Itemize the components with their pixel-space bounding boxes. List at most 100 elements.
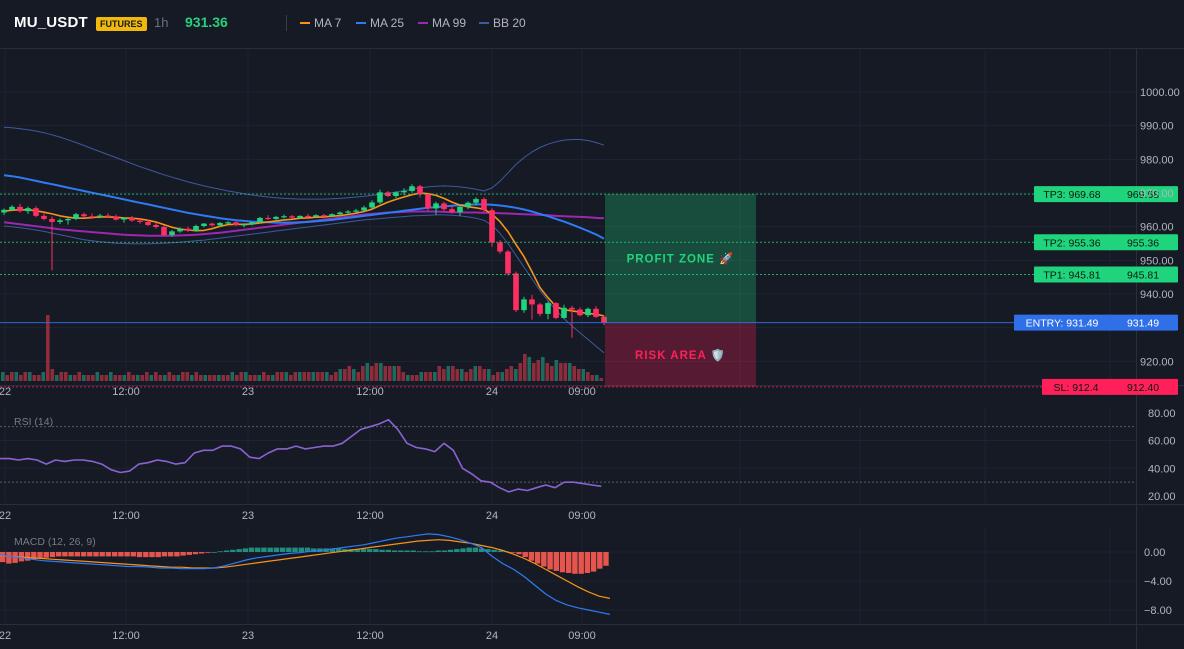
volume-bar xyxy=(59,372,64,381)
level-dash: - xyxy=(1102,237,1106,249)
price-axis-tick: 970.00 xyxy=(1140,188,1174,200)
candle-body xyxy=(241,224,247,226)
macd-hist-bar xyxy=(335,548,342,552)
candle-body xyxy=(297,215,303,218)
volume-bar xyxy=(590,375,595,381)
volume-bar xyxy=(500,372,505,381)
candle-body xyxy=(209,223,215,226)
macd-hist-bar xyxy=(267,547,273,552)
volume-bar xyxy=(446,366,451,381)
volume-bar xyxy=(284,372,289,381)
macd-hist-bar xyxy=(49,552,56,558)
volume-bar xyxy=(172,375,176,381)
candle-body xyxy=(481,199,487,211)
timeframe-label[interactable]: 1h xyxy=(154,15,169,30)
macd-axis-tick: 0.00 xyxy=(1144,547,1165,559)
candle-body xyxy=(457,206,463,213)
volume-bar xyxy=(329,375,334,381)
candle-body xyxy=(473,199,479,203)
volume-bar xyxy=(185,372,190,381)
legend-ma99-swatch xyxy=(418,21,428,24)
volume-bar xyxy=(325,372,329,381)
volume-bar xyxy=(316,372,320,381)
candle-body xyxy=(409,186,415,191)
time-axis-tick: 09:00 xyxy=(568,510,596,522)
volume-bar xyxy=(275,372,280,381)
macd-hist-bar xyxy=(559,552,566,573)
macd-hist-bar xyxy=(230,549,236,552)
volume-bar xyxy=(1,372,5,381)
macd-hist-bar xyxy=(93,552,99,557)
candle-body xyxy=(425,194,431,209)
volume-bar xyxy=(442,369,446,381)
macd-signal-line xyxy=(0,539,611,599)
volume-bar xyxy=(379,363,383,381)
volume-bar xyxy=(230,372,235,381)
time-axis-tick: 22 xyxy=(0,386,11,398)
axis-price-tag xyxy=(1108,314,1178,331)
volume-bar xyxy=(194,372,199,381)
macd-hist-bar xyxy=(112,552,118,557)
macd-hist-bar xyxy=(429,551,435,553)
volume-bar xyxy=(28,372,32,381)
macd-hist-bar xyxy=(205,552,211,553)
price-axis-tick: 980.00 xyxy=(1140,154,1174,166)
volume-bar xyxy=(347,366,352,381)
volume-bar xyxy=(82,375,86,381)
macd-hist-bar xyxy=(367,549,373,552)
macd-hist-bar xyxy=(68,552,74,557)
macd-hist-bar xyxy=(43,552,49,558)
volume-bar xyxy=(433,372,437,381)
volume-bar xyxy=(95,372,100,381)
legend-ma7[interactable]: MA 7 xyxy=(300,16,341,30)
macd-hist-bar xyxy=(0,552,6,563)
volume-bar xyxy=(338,369,343,381)
rsi-axis-tick: 60.00 xyxy=(1148,436,1176,448)
price-axis-tick: 940.00 xyxy=(1140,289,1174,301)
legend-ma25[interactable]: MA 25 xyxy=(356,16,404,30)
macd-hist-bar xyxy=(211,552,217,553)
candle-body xyxy=(57,220,63,222)
candle-body xyxy=(553,303,559,318)
level-tag xyxy=(1042,378,1110,395)
volume-bar xyxy=(19,375,23,381)
symbol-label[interactable]: MU_USDT xyxy=(14,14,88,31)
volume-bar xyxy=(302,372,307,381)
candle-body xyxy=(545,303,551,314)
macd-hist-bar xyxy=(149,552,155,558)
macd-hist-bar xyxy=(6,552,12,564)
macd-hist-bar xyxy=(292,547,298,552)
volume-bar xyxy=(127,372,131,381)
candle-body xyxy=(289,216,295,218)
price-axis-tick: 960.00 xyxy=(1140,222,1174,234)
macd-hist-bar xyxy=(130,552,136,557)
macd-hist-bar xyxy=(217,551,224,553)
volume-bar xyxy=(599,378,604,381)
volume-bar xyxy=(388,366,392,381)
volume-bar xyxy=(68,375,73,381)
risk-zone-label: RISK AREA 🛡️ xyxy=(635,348,726,362)
candle-body xyxy=(1,209,7,213)
candle-body xyxy=(97,215,103,217)
candle-body xyxy=(417,186,423,195)
macd-hist-bar xyxy=(248,547,255,552)
axis-price-tag-text: 969.68 xyxy=(1127,189,1159,201)
candle-body xyxy=(513,273,519,311)
volume-bar xyxy=(374,363,379,381)
volume-bar xyxy=(271,375,275,381)
legend-ma99[interactable]: MA 99 xyxy=(418,16,466,30)
volume-bar xyxy=(527,357,532,381)
axis-band xyxy=(0,385,1184,408)
macd-hist-bar xyxy=(167,552,174,557)
volume-bar xyxy=(410,375,415,381)
trading-chart[interactable]: PROFIT ZONE 🚀 RISK AREA 🛡️ TP3: 969.68 969.… xyxy=(0,49,1184,649)
legend-bb20[interactable]: BB 20 xyxy=(479,16,526,30)
level-tag xyxy=(1034,266,1110,283)
volume-bar xyxy=(203,375,208,381)
volume-bar xyxy=(559,363,563,381)
macd-hist-bar xyxy=(541,552,547,567)
legend-ma25-label: MA 25 xyxy=(370,16,405,30)
macd-hist-bar xyxy=(236,549,242,552)
macd-hist-bar xyxy=(410,550,416,552)
volume-bar xyxy=(536,360,541,381)
